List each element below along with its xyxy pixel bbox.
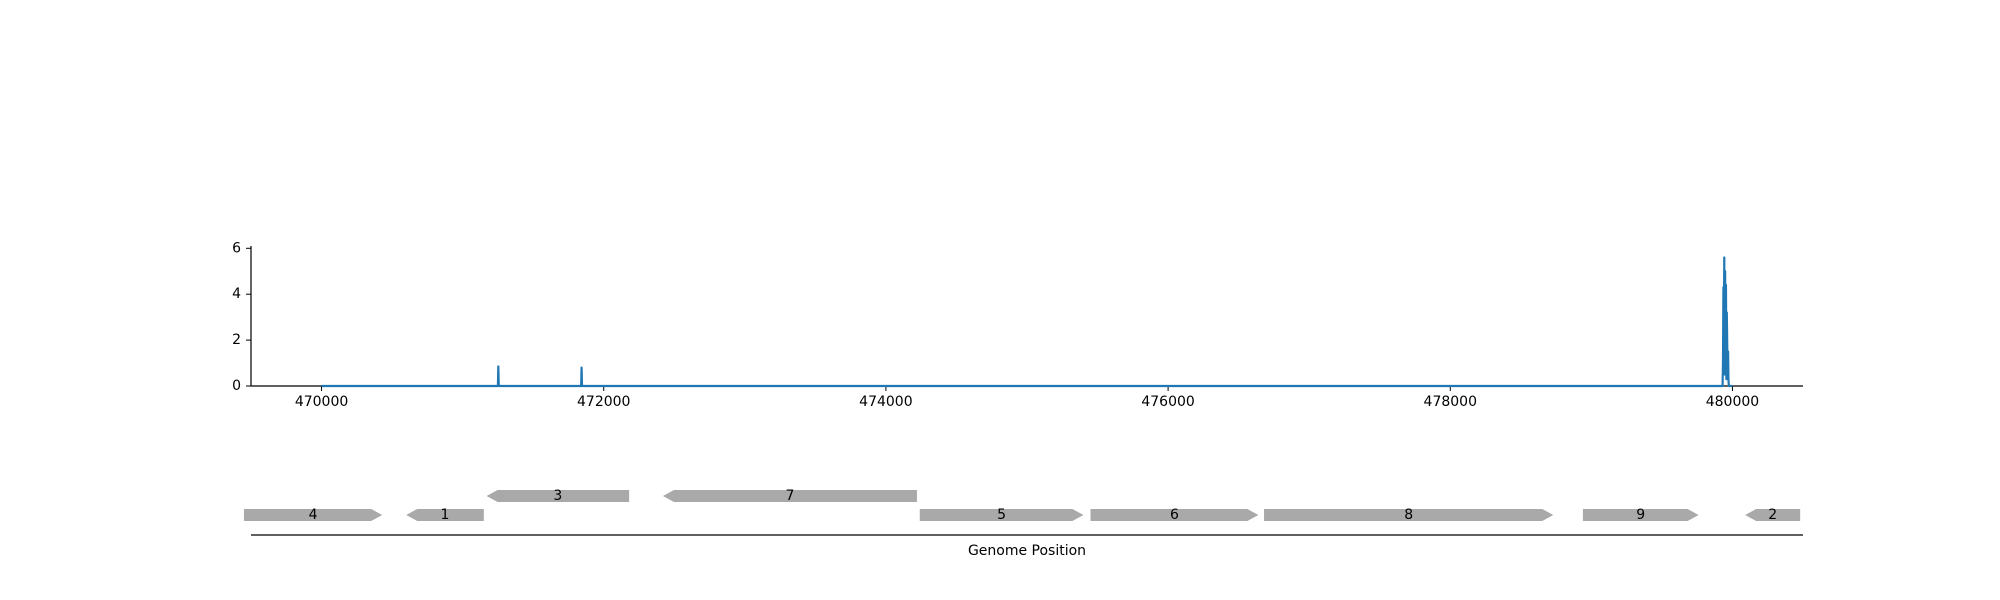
- x-tick-label: 478000: [1424, 394, 1477, 410]
- gene-arrow: [1090, 509, 1259, 521]
- gene-arrow: [1745, 509, 1801, 521]
- y-tick-label: 0: [232, 378, 241, 394]
- gene-label: 1: [441, 507, 450, 523]
- x-tick-label: 474000: [859, 394, 912, 410]
- gene-arrow: [243, 509, 383, 521]
- gene-label: 5: [997, 507, 1006, 523]
- coverage-line: [321, 256, 1733, 388]
- gene-arrow: [1264, 509, 1554, 521]
- x-tick-label: 472000: [577, 394, 630, 410]
- gene-arrow: [406, 509, 484, 521]
- x-tick-label: 470000: [295, 394, 348, 410]
- gene-label: 6: [1170, 507, 1179, 523]
- gene-arrow: [1582, 509, 1699, 521]
- gene-arrow: [919, 509, 1084, 521]
- gene-arrow: [486, 490, 630, 502]
- genome-axis-label: Genome Position: [968, 543, 1086, 559]
- coverage-axes: 470000 472000 474000 476000 478000 480000 0 2 4 6: [232, 240, 1803, 410]
- coverage-plot: 470000 472000 474000 476000 478000 480000 0 2 4 6: [232, 240, 1803, 410]
- y-tick-label: 4: [232, 286, 241, 302]
- gene-label: 9: [1636, 507, 1645, 523]
- gene-label: 3: [553, 488, 562, 504]
- gene-arrow: [662, 490, 917, 502]
- x-tick-label: 476000: [1141, 394, 1194, 410]
- coverage-series: [321, 256, 1733, 388]
- gene-arrows: 4 1 3 7 5 6 8 9 2: [243, 488, 1801, 523]
- gene-label: 2: [1768, 507, 1777, 523]
- x-tick-label: 480000: [1706, 394, 1759, 410]
- gene-label: 4: [309, 507, 318, 523]
- gene-map: 4 1 3 7 5 6 8 9 2 Genome Position: [243, 488, 1803, 559]
- y-tick-label: 2: [232, 332, 241, 348]
- gene-label: 8: [1404, 507, 1413, 523]
- y-tick-label: 6: [232, 240, 241, 256]
- gene-label: 7: [786, 488, 795, 504]
